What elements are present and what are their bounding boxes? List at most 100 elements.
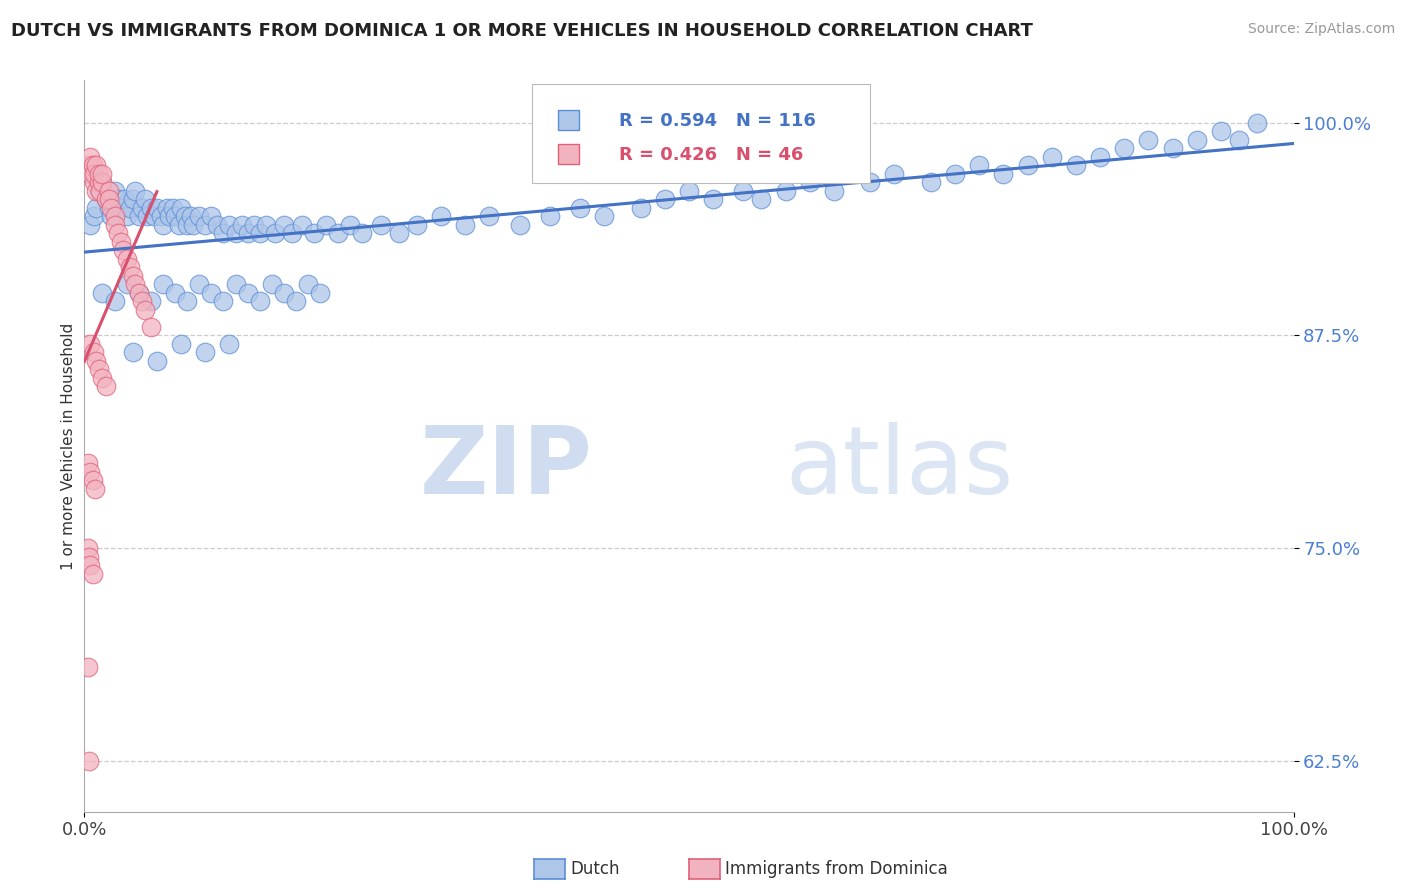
Point [1227, 133, 1250, 147]
Point [454, 218, 477, 232]
Point [87, 184, 110, 198]
Point [236, 227, 259, 241]
Point [309, 285, 332, 300]
Point [967, 158, 990, 172]
Point [315, 218, 337, 232]
Point [188, 210, 211, 224]
Point [242, 218, 264, 232]
Point [281, 227, 304, 241]
Point [236, 285, 259, 300]
Point [100, 201, 122, 215]
Point [82, 566, 104, 581]
Point [87, 175, 110, 189]
Point [82, 158, 104, 172]
Point [200, 285, 222, 300]
Point [212, 294, 235, 309]
Point [128, 285, 150, 300]
Point [112, 244, 135, 258]
Point [91, 175, 114, 189]
Text: R = 0.594   N = 116: R = 0.594 N = 116 [619, 112, 815, 129]
Point [284, 294, 308, 309]
Point [97, 201, 120, 215]
Point [180, 210, 202, 224]
Point [110, 235, 132, 249]
Point [200, 210, 222, 224]
Point [630, 201, 652, 215]
Point [87, 362, 110, 376]
Point [388, 227, 411, 241]
Point [176, 294, 198, 309]
Point [86, 158, 108, 172]
Point [430, 210, 453, 224]
Point [188, 277, 211, 292]
Point [104, 210, 127, 224]
Point [218, 337, 240, 351]
Point [91, 167, 114, 181]
Point [823, 184, 845, 198]
Point [115, 252, 138, 266]
Point [149, 210, 172, 224]
Point [112, 192, 135, 206]
Point [91, 175, 114, 189]
Point [94, 192, 117, 206]
Point [167, 218, 190, 232]
Point [775, 184, 797, 198]
Point [77, 158, 100, 172]
Point [678, 184, 700, 198]
Point [194, 345, 217, 359]
Point [273, 218, 295, 232]
Point [1209, 124, 1232, 138]
Text: DUTCH VS IMMIGRANTS FROM DOMINICA 1 OR MORE VEHICLES IN HOUSEHOLD CORRELATION CH: DUTCH VS IMMIGRANTS FROM DOMINICA 1 OR M… [11, 22, 1033, 40]
Point [733, 184, 755, 198]
Point [79, 150, 101, 164]
Point [654, 192, 676, 206]
Point [97, 184, 120, 198]
Point [134, 192, 156, 206]
Point [218, 218, 240, 232]
Point [859, 175, 882, 189]
Point [107, 227, 129, 241]
Point [86, 354, 108, 368]
Point [1017, 158, 1039, 172]
Point [1040, 150, 1063, 164]
Point [162, 201, 184, 215]
Point [509, 218, 531, 232]
Point [97, 192, 120, 206]
Point [121, 192, 143, 206]
Point [134, 302, 156, 317]
Point [131, 201, 153, 215]
Point [110, 201, 132, 215]
Point [84, 482, 107, 496]
Point [104, 294, 127, 309]
Point [152, 218, 174, 232]
Point [120, 260, 142, 275]
Point [121, 268, 143, 283]
Point [146, 201, 169, 215]
Point [79, 465, 101, 479]
Point [297, 277, 319, 292]
Point [120, 201, 142, 215]
Point [291, 218, 314, 232]
Point [538, 210, 561, 224]
Point [920, 175, 942, 189]
Point [124, 277, 146, 292]
Point [181, 218, 204, 232]
Point [83, 210, 105, 224]
Point [328, 227, 350, 241]
Point [136, 210, 159, 224]
Point [82, 473, 104, 487]
Point [1088, 150, 1111, 164]
Point [139, 294, 162, 309]
Point [87, 167, 110, 181]
Point [1114, 141, 1136, 155]
Point [107, 192, 129, 206]
Point [225, 277, 247, 292]
FancyBboxPatch shape [531, 84, 870, 183]
Point [194, 218, 217, 232]
Point [352, 227, 374, 241]
Point [86, 201, 108, 215]
Point [249, 227, 271, 241]
Point [91, 285, 114, 300]
Point [264, 227, 287, 241]
Y-axis label: 1 or more Vehicles in Household: 1 or more Vehicles in Household [60, 322, 76, 570]
